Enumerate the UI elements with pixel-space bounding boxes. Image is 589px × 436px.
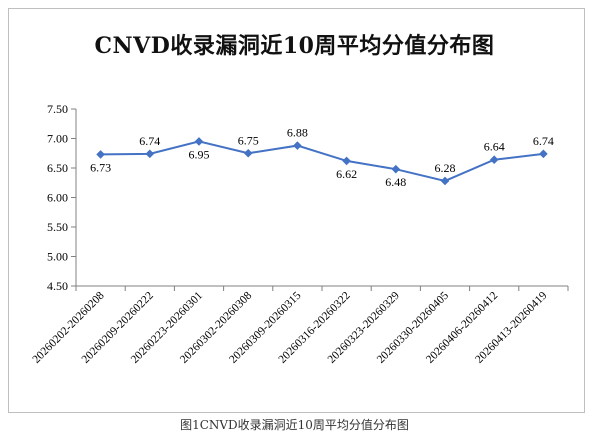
data-point bbox=[145, 149, 155, 159]
data-label: 6.48 bbox=[385, 175, 406, 189]
series-line bbox=[100, 140, 544, 183]
data-label: 6.28 bbox=[435, 161, 456, 175]
y-tick-label: 7.00 bbox=[47, 132, 68, 146]
data-label: 6.74 bbox=[533, 134, 554, 148]
data-label: 6.64 bbox=[484, 140, 505, 154]
figure-caption: 图1CNVD收录漏洞近10周平均分值分布图 bbox=[180, 418, 409, 432]
data-label: 6.75 bbox=[238, 133, 259, 147]
data-point bbox=[243, 148, 253, 158]
y-tick-label: 4.50 bbox=[47, 279, 68, 293]
data-point bbox=[489, 155, 499, 165]
data-point bbox=[293, 141, 302, 150]
y-tick-label: 5.00 bbox=[47, 250, 68, 264]
data-point bbox=[342, 156, 351, 166]
y-tick-label: 6.50 bbox=[47, 161, 68, 175]
chart-frame bbox=[8, 8, 585, 413]
chart-title: CNVD收录漏洞近10周平均分值分布图 bbox=[94, 33, 495, 59]
data-label: 6.88 bbox=[287, 126, 308, 140]
data-point bbox=[391, 164, 401, 174]
data-point bbox=[96, 150, 105, 159]
data-label: 6.95 bbox=[189, 147, 210, 161]
y-tick-label: 6.00 bbox=[47, 191, 68, 205]
data-label: 6.62 bbox=[336, 167, 357, 181]
data-label: 6.73 bbox=[90, 160, 111, 174]
data-point bbox=[539, 149, 548, 159]
data-point bbox=[194, 137, 204, 146]
y-tick-label: 5.50 bbox=[47, 220, 68, 234]
data-label: 6.74 bbox=[139, 134, 160, 148]
y-tick-label: 7.50 bbox=[47, 102, 68, 116]
data-point bbox=[440, 176, 450, 186]
